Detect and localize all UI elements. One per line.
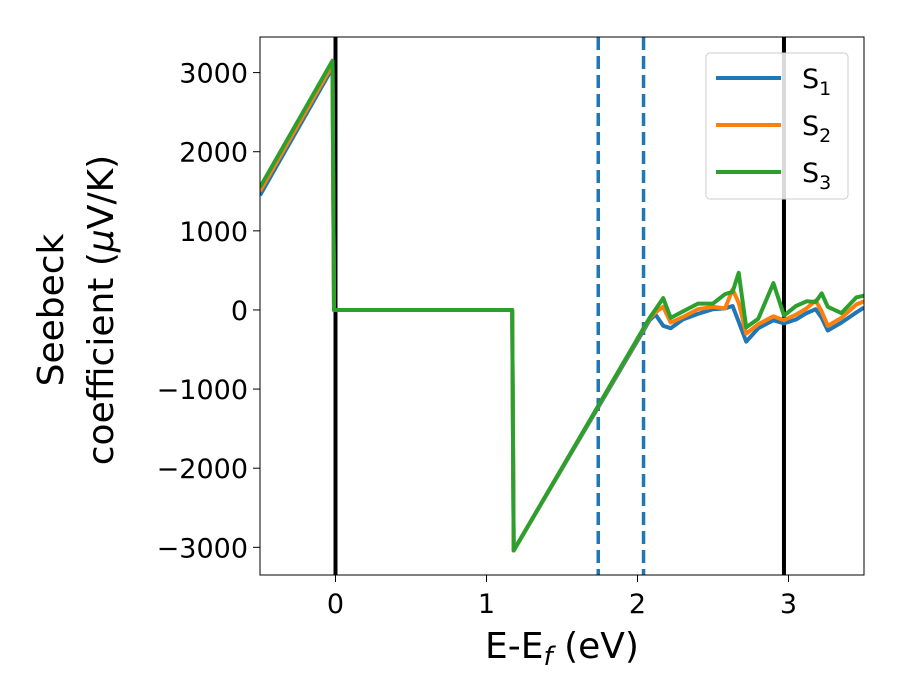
x-tick-label: 3: [780, 589, 797, 620]
x-tick-label: 2: [629, 589, 646, 620]
legend-label-s1: S1: [802, 64, 831, 100]
legend-label-s2: S2: [802, 111, 831, 147]
y-tick-label: −3000: [157, 533, 248, 564]
series-line-s3: [260, 58, 864, 553]
y-tick-label: −1000: [157, 375, 248, 406]
y-tick-label: 3000: [179, 59, 248, 90]
x-axis-ticks: 0 1 2 3: [327, 575, 797, 620]
plot-frame: [259, 36, 865, 576]
y-axis-label-line2: coefficient (μV/K): [81, 155, 122, 465]
legend-label-s3: S3: [802, 158, 831, 194]
y-tick-label: 1000: [179, 217, 248, 248]
y-tick-label: 0: [231, 296, 248, 327]
x-tick-label: 0: [327, 589, 344, 620]
y-tick-label: 2000: [179, 138, 248, 169]
legend: S1 S2 S3: [705, 52, 849, 200]
y-axis-ticks: 3000 2000 1000 0 −1000 −2000 −3000: [157, 59, 260, 564]
x-tick-label: 1: [478, 589, 495, 620]
y-axis-label-line1: Seebeck: [31, 233, 72, 386]
y-tick-label: −2000: [157, 454, 248, 485]
x-axis-label: E-Ef (eV): [485, 626, 639, 672]
series-lines: [260, 58, 864, 553]
